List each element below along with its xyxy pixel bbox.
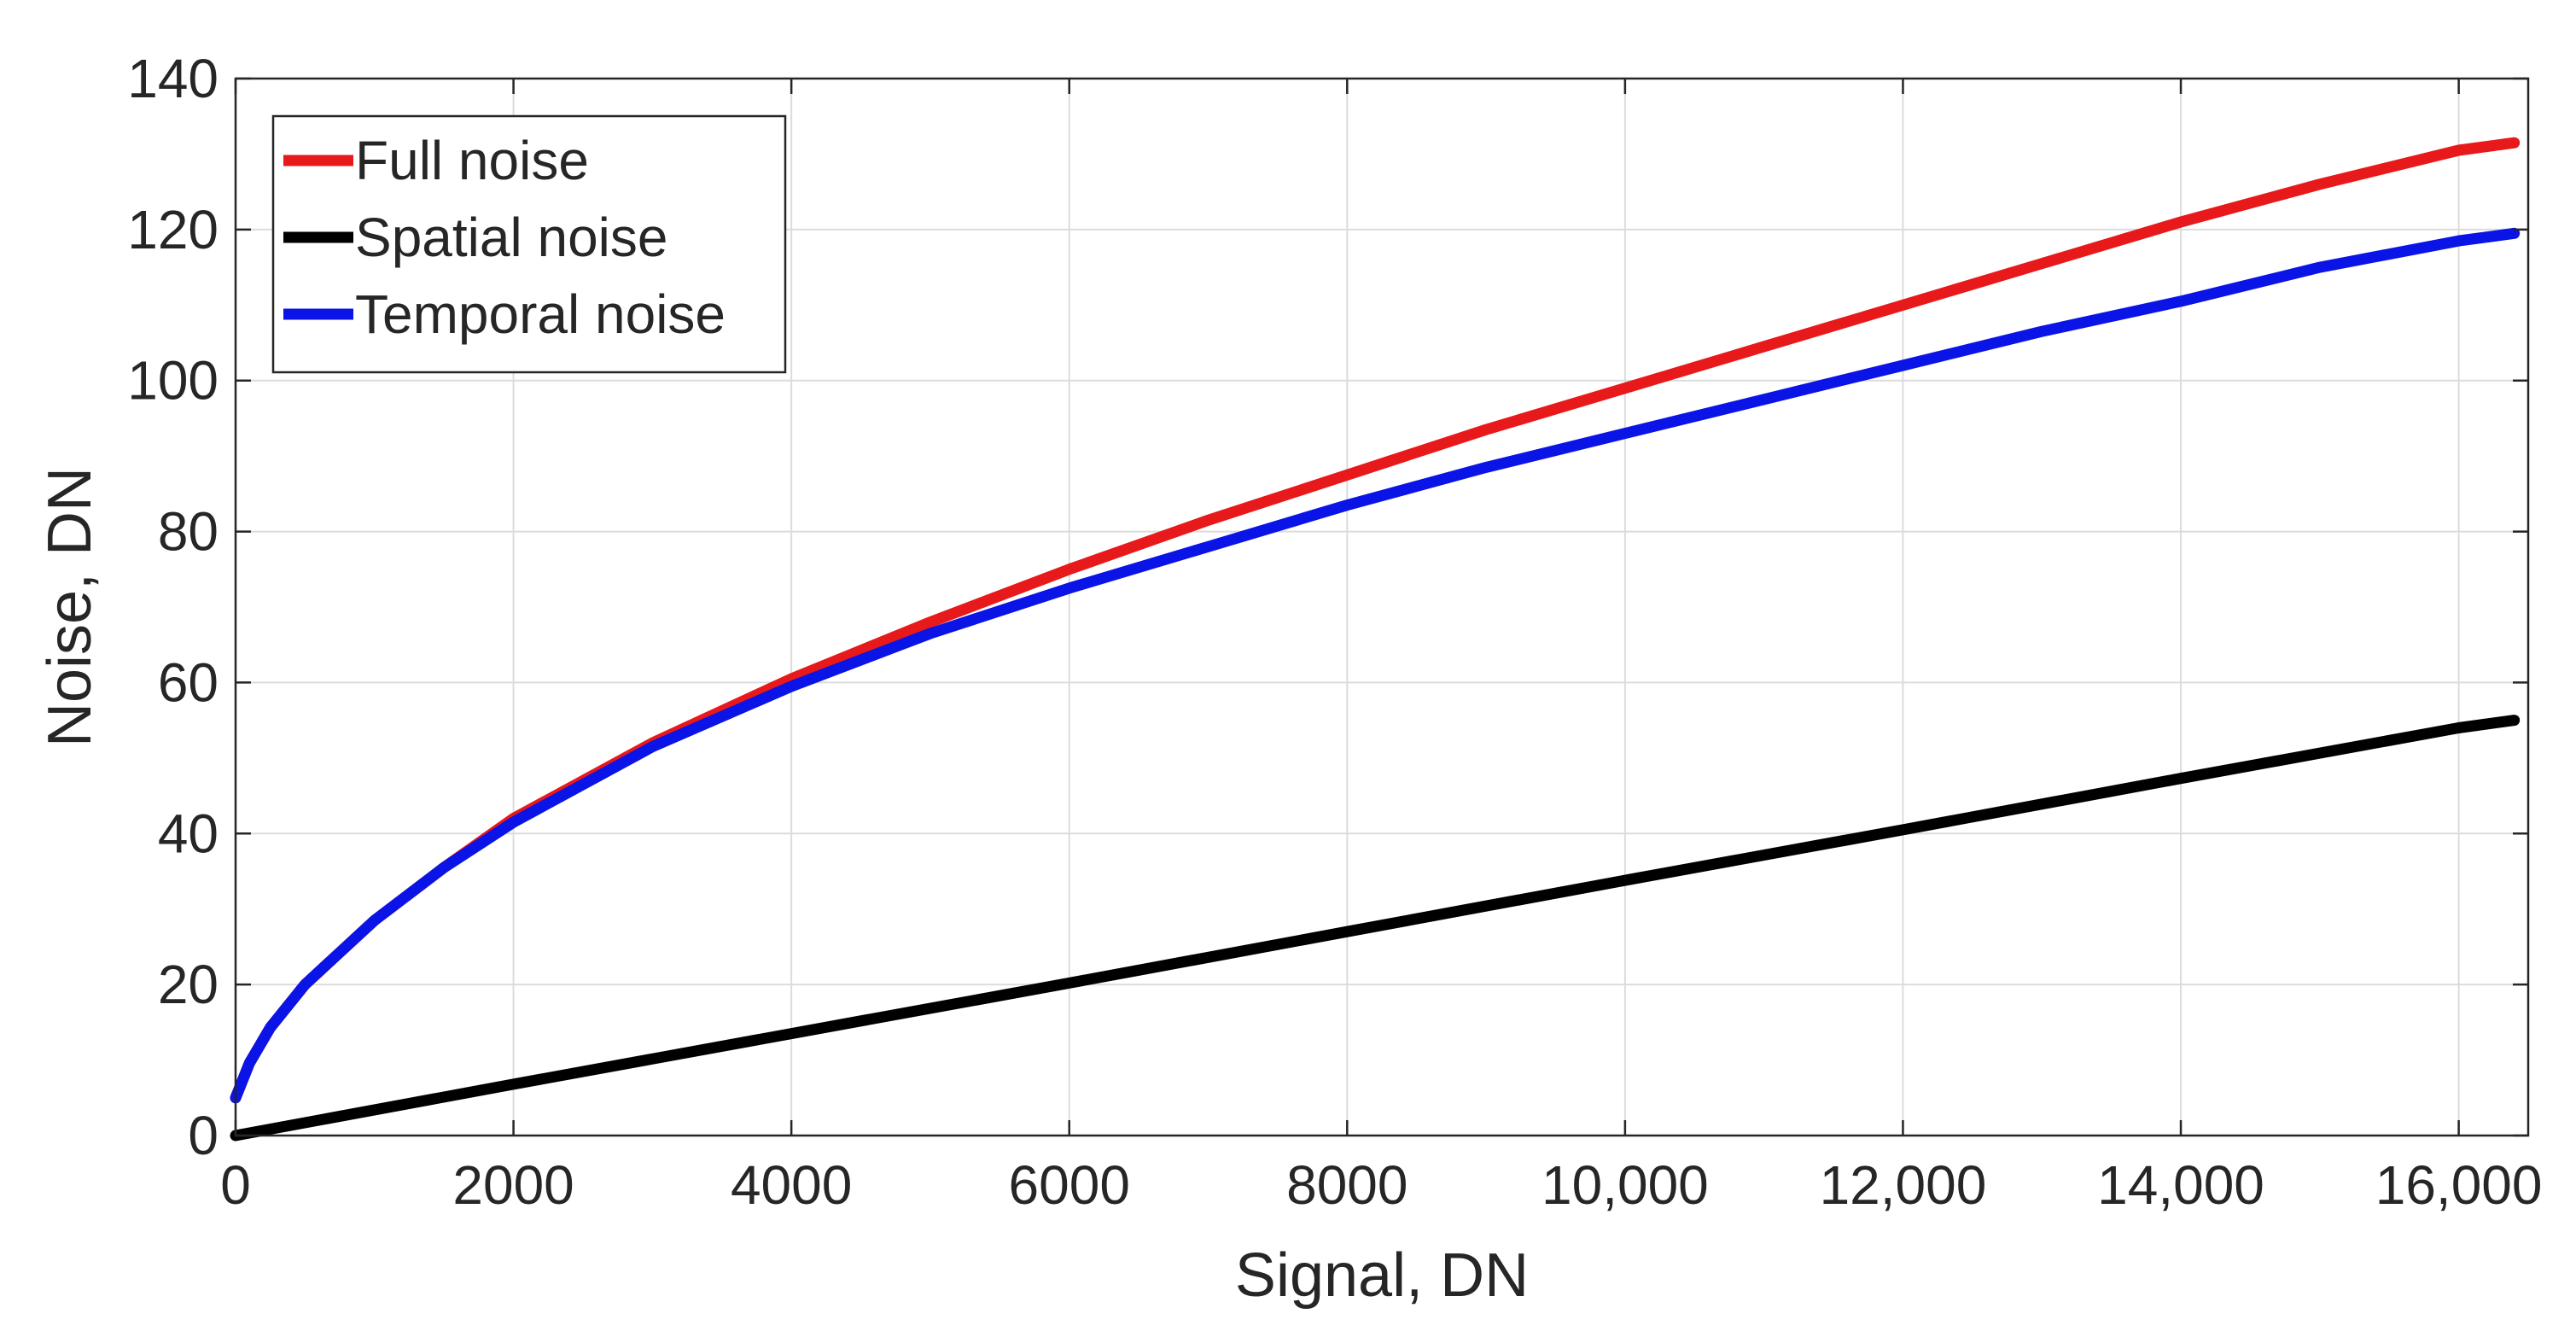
series-line-temporal-noise <box>230 227 2521 1104</box>
legend: Full noise Spatial noise Temporal noise <box>271 114 787 374</box>
y-tick-label: 100 <box>127 350 219 412</box>
y-tick-label: 40 <box>158 803 219 864</box>
y-tick-label: 0 <box>188 1105 219 1166</box>
x-tick-label: 0 <box>220 1154 251 1216</box>
y-tick-label: 60 <box>158 651 219 713</box>
y-tick-label: 120 <box>127 199 219 260</box>
y-tick-label: 20 <box>158 954 219 1015</box>
x-tick-label: 6000 <box>1009 1154 1130 1216</box>
legend-label-spatial-noise: Spatial noise <box>355 207 667 268</box>
y-tick-label: 80 <box>158 501 219 563</box>
x-tick-label: 12,000 <box>1820 1154 1987 1216</box>
x-tick-label: 2000 <box>452 1154 574 1216</box>
x-tick-label: 10,000 <box>1542 1154 1709 1216</box>
x-tick-label: 16,000 <box>2375 1154 2543 1216</box>
series-line-spatial-noise <box>230 715 2521 1142</box>
y-axis-label: Noise, DN <box>36 467 104 747</box>
x-tick-label: 4000 <box>731 1154 852 1216</box>
y-tick-label: 140 <box>127 48 219 109</box>
legend-label-full-noise: Full noise <box>355 130 589 191</box>
x-tick-label: 8000 <box>1286 1154 1407 1216</box>
legend-label-temporal-noise: Temporal noise <box>355 283 726 345</box>
x-tick-label: 14,000 <box>2097 1154 2264 1216</box>
x-axis-label: Signal, DN <box>1235 1241 1529 1310</box>
legend-box <box>271 114 787 374</box>
plot-area-frame <box>234 77 2530 1137</box>
